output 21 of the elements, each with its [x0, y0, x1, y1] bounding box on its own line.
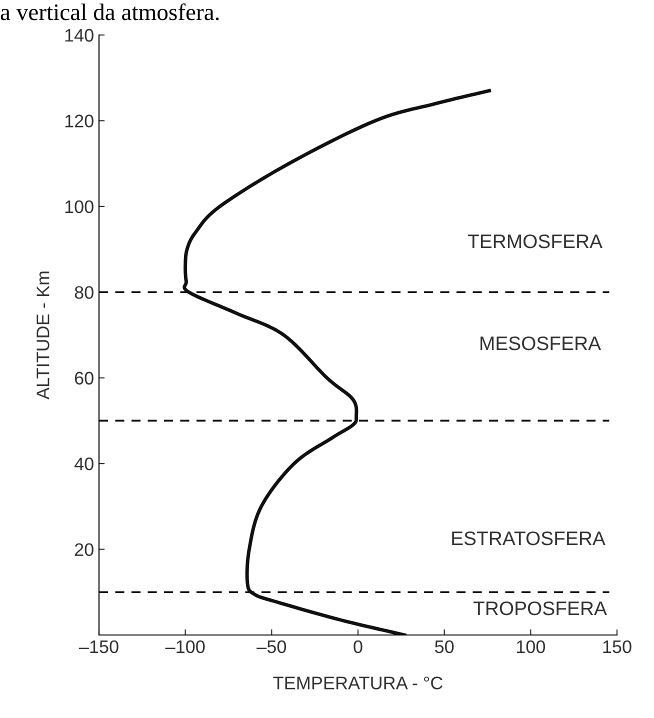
x-tick-label: –50 [256, 640, 286, 654]
y-tick-label: 100 [65, 200, 94, 214]
x-axis-title: TEMPERATURA - °C [273, 676, 443, 690]
y-tick-label: 60 [74, 372, 94, 385]
x-tick-label: 50 [435, 640, 454, 654]
x-tick-label: 100 [516, 640, 546, 654]
x-tick-label: –100 [165, 640, 205, 654]
annotation: TERMOSFERA [468, 234, 602, 248]
x-tick-label: 0 [354, 640, 362, 654]
annotation: MESOSFERA [480, 336, 602, 350]
y-tick-label: 40 [74, 458, 94, 470]
y-tick-label: 140 [65, 28, 94, 42]
annotation: ESTRATOSFERA [452, 531, 606, 546]
y-tick-label: 20 [74, 543, 94, 556]
annotation: TROPOSFERA [473, 601, 607, 616]
y-tick-label: 120 [65, 114, 94, 128]
chart-title: a vertical da atmosfera. [0, 3, 219, 20]
x-tick-label: –150 [78, 640, 118, 654]
x-tick-label: 150 [603, 640, 632, 654]
y-axis-title: ALTITUDE - Km [36, 272, 50, 400]
y-tick-label: 80 [74, 286, 94, 299]
